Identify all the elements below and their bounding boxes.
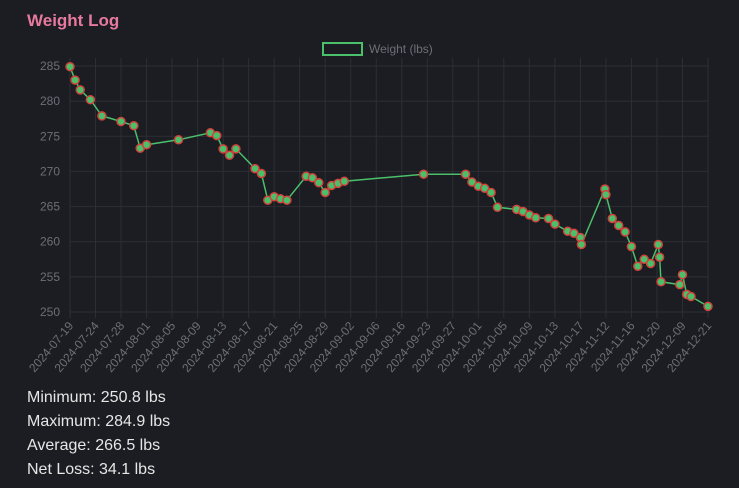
data-point[interactable] [486,187,496,198]
chart-legend[interactable]: Weight (lbs) [322,42,433,56]
data-point[interactable] [70,75,80,85]
data-point[interactable] [256,168,267,179]
y-axis-ticks: 250 255 260 265 270 275 280 285 [40,59,60,319]
data-point[interactable] [654,252,665,262]
weight-series [69,66,709,308]
data-point[interactable] [550,219,560,229]
data-point[interactable] [626,241,637,252]
data-point[interactable] [675,279,685,290]
stat-maximum: Maximum: 284.9 lbs [27,413,171,430]
y-tick-label: 260 [40,235,60,249]
data-point[interactable] [173,135,184,145]
data-point[interactable] [467,177,477,187]
data-point[interactable] [85,94,96,105]
data-point[interactable] [320,187,330,198]
data-point[interactable] [639,254,649,265]
y-tick-label: 250 [40,305,60,319]
y-tick-label: 270 [40,164,60,178]
chart-grid [69,58,709,318]
data-point[interactable] [645,258,656,269]
data-point[interactable] [65,61,75,72]
data-point[interactable] [633,261,643,272]
data-point[interactable] [576,239,587,250]
series-line [69,66,709,308]
data-point[interactable] [460,169,471,179]
stat-net-loss: Net Loss: 34.1 lbs [27,461,156,478]
data-point[interactable] [307,173,318,183]
y-tick-label: 285 [40,59,60,73]
page-title: Weight Log [27,11,120,30]
legend-swatch[interactable] [322,42,363,56]
y-tick-label: 265 [40,200,60,214]
data-point[interactable] [141,139,152,150]
data-point[interactable] [218,144,228,154]
data-point[interactable] [97,111,107,121]
stat-minimum: Minimum: 250.8 lbs [27,389,166,406]
data-point[interactable] [677,269,688,280]
data-point[interactable] [703,301,713,312]
legend-label[interactable]: Weight (lbs) [369,42,433,56]
data-point[interactable] [653,239,664,250]
data-point[interactable] [282,195,292,205]
y-tick-label: 255 [40,270,60,284]
stat-average: Average: 266.5 lbs [27,437,161,454]
data-point[interactable] [620,227,630,237]
data-point[interactable] [129,120,139,131]
weight-line-chart: Weight (lbs) 250 255 260 265 270 275 280 285 20… [26,42,715,375]
x-axis-ticks: 2024-07-192024-07-242024-07-282024-08-01… [26,319,714,375]
stats-summary: Minimum: 250.8 lbs Maximum: 284.9 lbs Av… [27,386,170,482]
data-point[interactable] [339,176,350,187]
data-point[interactable] [479,183,490,194]
data-point[interactable] [231,144,241,154]
data-point[interactable] [224,150,235,161]
data-points [65,61,713,312]
data-point[interactable] [656,277,666,287]
data-point[interactable] [116,116,126,127]
data-point[interactable] [543,213,554,224]
data-point[interactable] [686,291,696,302]
data-point[interactable] [492,202,503,213]
data-point[interactable] [75,85,85,95]
data-point[interactable] [530,213,541,223]
data-point[interactable] [314,177,324,188]
data-point[interactable] [250,163,260,174]
data-point[interactable] [569,228,579,239]
y-tick-label: 275 [40,129,60,143]
y-tick-label: 280 [40,94,60,108]
data-point[interactable] [613,220,624,231]
data-point[interactable] [418,169,429,179]
data-point[interactable] [607,213,618,224]
data-point[interactable] [211,130,222,141]
data-point[interactable] [601,189,611,200]
